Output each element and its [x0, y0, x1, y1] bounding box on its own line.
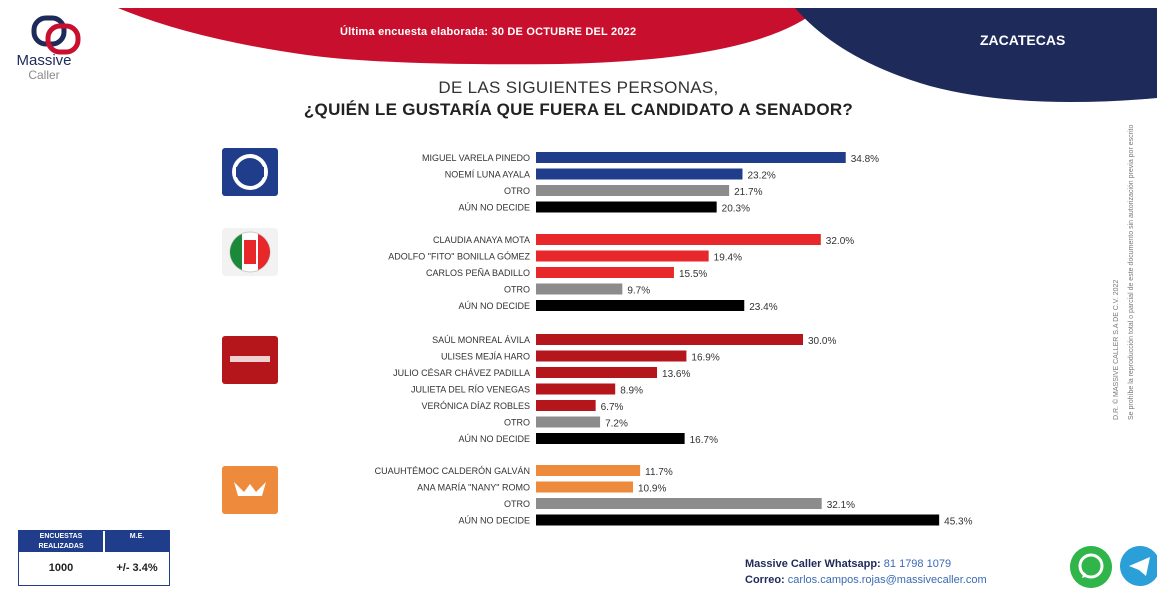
bar-value-label: 10.9% [638, 484, 666, 495]
bar-value-label: 9.7% [627, 286, 650, 297]
bar [536, 152, 846, 163]
bar-label: AÚN NO DECIDE [458, 434, 530, 444]
bar-value-label: 21.7% [734, 187, 762, 198]
bar-value-label: 16.7% [690, 435, 718, 446]
bar [536, 367, 658, 378]
bar-label: JULIETA DEL RÍO VENEGAS [411, 385, 530, 395]
bar-label: SAÚL MONREAL ÁVILA [432, 335, 530, 345]
bar [536, 168, 743, 180]
bar-label: MIGUEL VARELA PINEDO [422, 153, 530, 163]
bar-label: ANA MARÍA "NANY" ROMO [417, 483, 530, 493]
bar-label: AÚN NO DECIDE [458, 301, 530, 311]
bar-label: CUAUHTÉMOC CALDERÓN GALVÁN [375, 466, 530, 476]
bar-value-label: 7.2% [605, 419, 628, 430]
bar [536, 481, 634, 493]
bar [536, 334, 803, 345]
bar [536, 498, 822, 509]
red-banner-shape [118, 8, 820, 65]
bar [536, 267, 674, 278]
pan-logo-icon [222, 148, 278, 196]
bar [536, 283, 623, 295]
chart-title: DE LAS SIGUIENTES PERSONAS, [438, 78, 719, 97]
bar-label: CLAUDIA ANAYA MOTA [433, 235, 530, 245]
telegram-icon[interactable] [1120, 546, 1157, 586]
bar-label: OTRO [504, 418, 530, 428]
morena-logo-icon [222, 336, 278, 384]
whatsapp-label: Massive Caller Whatsapp: [745, 558, 881, 570]
bar [536, 514, 940, 526]
stats-header-me: M.E. [105, 531, 169, 552]
bar-label: OTRO [504, 186, 530, 196]
bar [536, 250, 709, 262]
navy-banner-shape [795, 8, 1157, 102]
bar-value-label: 13.6% [662, 369, 690, 380]
whatsapp-contact: Massive Caller Whatsapp: 81 1798 1079 [745, 558, 951, 570]
bar-label: AÚN NO DECIDE [458, 516, 530, 526]
email-label: Correo: [745, 574, 785, 586]
stats-value-me: +/- 3.4% [116, 562, 158, 574]
pri-logo-icon [222, 228, 278, 276]
whatsapp-number[interactable]: 81 1798 1079 [883, 558, 952, 570]
bar-label: VERÓNICA DÍAZ ROBLES [421, 401, 530, 411]
survey-stats-box: ENCUESTAS REALIZADAS M.E. 1000 +/- 3.4% [18, 530, 170, 586]
bar-value-label: 32.1% [827, 500, 855, 511]
copyright-note: D.R. © MASSIVE CALLER S.A DE C.V. 2022 [1113, 279, 1120, 420]
bar-value-label: 6.7% [601, 402, 624, 413]
bar-label: OTRO [504, 499, 530, 509]
bar-label: ULISES MEJÍA HARO [441, 352, 530, 362]
state-label: ZACATECAS [980, 32, 1066, 48]
email-contact: Correo: carlos.campos.rojas@massivecalle… [745, 574, 987, 586]
bar-value-label: 34.8% [851, 154, 879, 165]
mc-logo-icon [222, 466, 278, 514]
bar-value-label: 32.0% [826, 236, 854, 247]
brand-line2: Caller [28, 68, 60, 82]
massive-caller-logo [12, 14, 102, 94]
bar-value-label: 30.0% [808, 336, 836, 347]
bar [536, 400, 596, 411]
bar-value-label: 15.5% [679, 269, 707, 280]
bar-value-label: 11.7% [645, 467, 673, 478]
bar [536, 350, 687, 362]
bar [536, 201, 717, 213]
bar-value-label: 45.3% [944, 517, 972, 528]
bar [536, 465, 641, 476]
chat-bubbles-icon [31, 15, 81, 55]
bar-value-label: 8.9% [620, 386, 643, 397]
bar [536, 185, 730, 196]
bar-value-label: 20.3% [722, 204, 750, 215]
brand-line1: Massive [16, 52, 72, 69]
bar-value-label: 23.2% [747, 171, 775, 182]
bar [536, 234, 821, 245]
bar-value-label: 16.9% [691, 353, 719, 364]
bar-value-label: 19.4% [714, 253, 742, 264]
bar [536, 416, 601, 428]
bar-label: CARLOS PEÑA BADILLO [426, 268, 530, 278]
bar-label: ADOLFO "FITO" BONILLA GÓMEZ [388, 252, 530, 262]
bar [536, 433, 685, 444]
header-banner [118, 8, 1157, 102]
stats-header-surveys: ENCUESTAS REALIZADAS [19, 531, 103, 552]
bar-label: JULIO CÉSAR CHÁVEZ PADILLA [393, 368, 530, 378]
bar-value-label: 23.4% [749, 302, 777, 313]
whatsapp-icon[interactable] [1070, 546, 1112, 588]
brand-name: Massive Caller [14, 52, 74, 82]
bar [536, 383, 616, 395]
chart-subtitle: ¿QUIÉN LE GUSTARÍA QUE FUERA EL CANDIDAT… [303, 100, 854, 119]
legal-note: Se prohíbe la reproducción total o parci… [1128, 124, 1135, 420]
stats-value-surveys: 1000 [48, 562, 74, 574]
bar-label: NOEMÍ LUNA AYALA [445, 170, 530, 180]
bar [536, 300, 745, 311]
bar-label: OTRO [504, 285, 530, 295]
bar-label: AÚN NO DECIDE [458, 203, 530, 213]
email-address[interactable]: carlos.campos.rojas@massivecaller.com [787, 574, 987, 586]
bar-chart: MIGUEL VARELA PINEDO 34.8% NOEMÍ LUNA AYAL… [375, 152, 973, 528]
survey-date-note: Última encuesta elaborada: 30 DE OCTUBRE… [340, 26, 637, 38]
